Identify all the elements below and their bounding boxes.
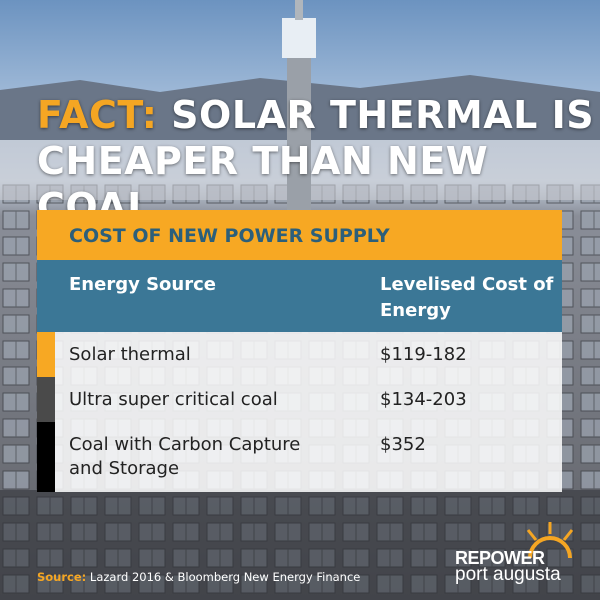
headline-line: CHEAPER THAN NEW COAL xyxy=(37,139,489,229)
logo: REPOWER port augusta xyxy=(455,548,561,586)
column-header: Levelised Cost of Energy xyxy=(380,274,554,321)
headline: FACT: SOLAR THERMAL IS CHEAPER THAN NEW … xyxy=(37,92,600,230)
source: Source: Lazard 2016 & Bloomberg New Ener… xyxy=(37,570,360,584)
logo-top: REPOWER xyxy=(455,548,545,568)
headline-lead: FACT: xyxy=(37,93,158,137)
table-row: Coal with Carbon Capture and Storage $35… xyxy=(37,422,562,492)
table-row: Ultra super critical coal $134-203 xyxy=(37,377,562,422)
cost-table: COST OF NEW POWER SUPPLY Energy Source L… xyxy=(37,210,562,492)
source-text: Lazard 2016 & Bloomberg New Energy Finan… xyxy=(89,570,361,584)
logo-bottom: port augusta xyxy=(455,564,561,585)
cell: $352 xyxy=(380,434,426,455)
cell: Solar thermal xyxy=(69,344,191,365)
column-header: Energy Source xyxy=(69,274,216,295)
source-label: Source: xyxy=(37,570,87,584)
sun-icon xyxy=(526,522,574,559)
table-title: COST OF NEW POWER SUPPLY xyxy=(37,210,562,260)
cell: Ultra super critical coal xyxy=(69,389,278,410)
headline-line: SOLAR THERMAL IS xyxy=(171,93,595,137)
table-row: Solar thermal $119-182 xyxy=(37,332,562,377)
cell: Coal with Carbon Capture and Storage xyxy=(69,434,301,479)
table-header: Energy Source Levelised Cost of Energy xyxy=(37,260,562,332)
cell: $134-203 xyxy=(380,389,467,410)
cell: $119-182 xyxy=(380,344,467,365)
